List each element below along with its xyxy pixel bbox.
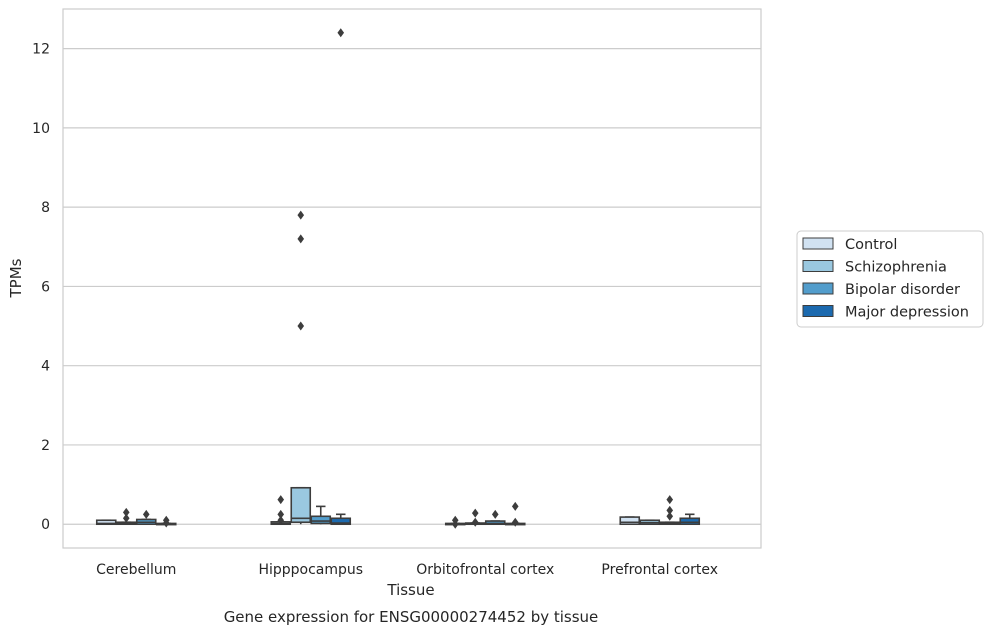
box-major-depression <box>679 517 701 526</box>
legend-swatch <box>802 237 834 250</box>
legend: Control Schizophrenia Bipolar disorder Majo… <box>796 230 984 328</box>
legend-label: Bipolar disorder <box>845 282 960 298</box>
outlier-point <box>277 509 285 519</box>
outlier-point <box>337 28 345 38</box>
outlier-point <box>471 508 479 518</box>
chart-caption: Gene expression for ENSG00000274452 by t… <box>224 608 599 626</box>
outlier-point <box>511 517 519 527</box>
plot-frame <box>62 8 762 549</box>
x-tick-label: Cerebellum <box>96 562 176 578</box>
legend-swatch <box>802 305 834 317</box>
legend-swatch <box>802 260 834 272</box>
y-tick-label: 4 <box>41 359 50 375</box>
outlier-point <box>277 495 285 505</box>
outlier-point <box>297 234 305 244</box>
x-tick-labels: Cerebellum Hipppocampus Orbitofrontal cort… <box>96 562 718 578</box>
y-tick-label: 0 <box>41 517 50 533</box>
outlier-point <box>277 515 285 525</box>
box-schizophrenia <box>290 486 312 524</box>
outlier-point <box>297 321 305 331</box>
x-axis-title: Tissue <box>386 581 434 599</box>
box-bipolar-disorder <box>310 515 332 525</box>
gridlines <box>63 48 761 525</box>
legend-swatch <box>802 282 834 295</box>
outlier-point <box>666 505 674 515</box>
legend-label: Major depression <box>845 305 969 321</box>
outlier-point <box>451 515 459 525</box>
outlier-point <box>122 513 130 523</box>
outlier-point <box>491 509 499 519</box>
legend-label: Control <box>845 237 897 253</box>
y-tick-label: 6 <box>41 279 50 295</box>
x-tick-label: Orbitofrontal cortex <box>416 562 554 578</box>
legend-label: Schizophrenia <box>845 260 947 276</box>
outlier-point <box>122 507 130 517</box>
box-control <box>619 516 641 526</box>
outlier-point <box>666 511 674 521</box>
x-tick-label: Hipppocampus <box>258 562 363 578</box>
y-tick-label: 12 <box>32 42 50 58</box>
y-tick-labels: 0 2 4 6 8 10 12 <box>32 42 50 534</box>
y-tick-label: 8 <box>41 200 50 216</box>
outlier-point <box>162 515 170 525</box>
outlier-point <box>297 210 305 220</box>
x-tick-label: Prefrontal cortex <box>601 562 718 578</box>
box-series <box>95 28 701 529</box>
box-major-depression <box>330 517 352 526</box>
plot-area <box>63 9 761 548</box>
legend-frame <box>796 230 984 328</box>
outlier-point <box>142 509 150 519</box>
y-tick-label: 2 <box>41 438 50 454</box>
outlier-point <box>666 495 674 505</box>
outlier-point <box>471 517 479 527</box>
outlier-point <box>511 501 519 511</box>
y-axis-title: TPMs <box>7 258 25 298</box>
y-tick-label: 10 <box>32 121 50 137</box>
